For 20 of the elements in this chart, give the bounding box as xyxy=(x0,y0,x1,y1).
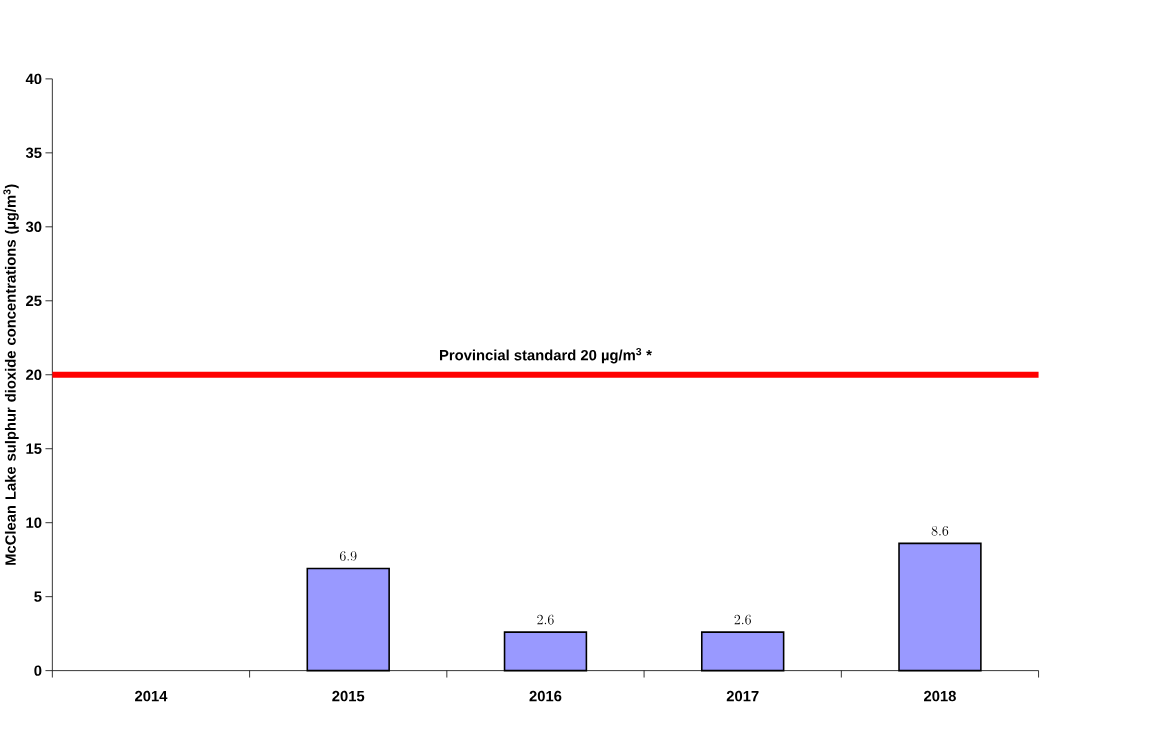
x-tick-label: 2014 xyxy=(135,691,168,702)
y-tick-label: 5 xyxy=(34,591,42,603)
y-tick-label: 10 xyxy=(26,517,42,529)
data-label: 8.6 xyxy=(931,526,949,536)
y-tick-label: 40 xyxy=(25,73,42,85)
y-axis-title: McClean Lake sulphur dioxide concentrations (µg/m$^{3}$) xyxy=(3,184,19,566)
ref-line-label: Provincial standard 20 µg/m$^{3}$ * xyxy=(439,348,652,364)
data-label: 2.6 xyxy=(537,614,554,625)
y-tick-label: 0 xyxy=(34,665,42,677)
y-tick-label: 35 xyxy=(25,147,42,159)
y-tick-label: 30 xyxy=(25,221,42,233)
x-tick-label: 2017 xyxy=(726,691,759,702)
y-tick-label: 15 xyxy=(26,443,42,455)
x-tick-label: 2018 xyxy=(924,691,956,702)
y-tick-label: 25 xyxy=(26,295,42,307)
x-tick-label: 2016 xyxy=(529,691,562,702)
data-label: 6.9 xyxy=(339,551,357,562)
x-tick-label: 2015 xyxy=(332,691,365,702)
data-label: 2.6 xyxy=(734,614,751,625)
y-tick-label: 20 xyxy=(26,369,42,381)
